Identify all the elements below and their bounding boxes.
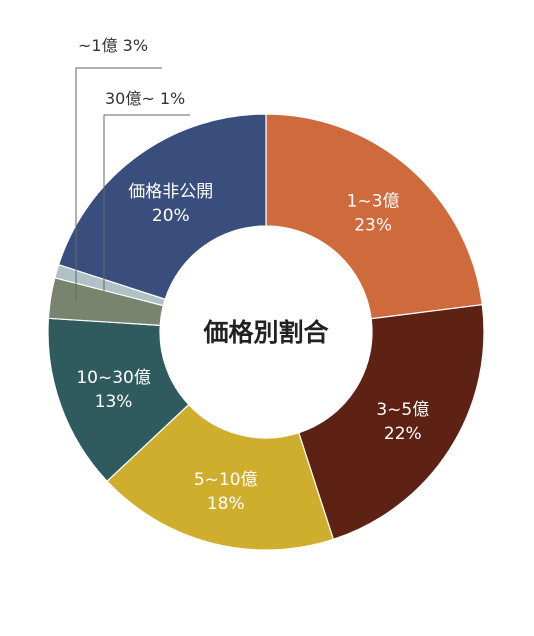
chart-title: 価格別割合	[202, 318, 329, 347]
pie-slice-x-6	[57, 113, 267, 300]
pie-slice-5-10-2	[106, 403, 335, 551]
slice-category-label-3: 10~30億	[76, 368, 151, 388]
slice-percent-label-0: 23%	[354, 215, 392, 235]
slice-category-label-0: 1~3億	[347, 191, 400, 211]
pie-slice-1-3-0	[265, 113, 483, 320]
callout-label-5: 30億~ 1%	[105, 89, 185, 108]
slice-category-label-2: 5~10億	[194, 470, 258, 490]
slice-percent-label-2: 18%	[207, 494, 245, 514]
slice-percent-label-3: 13%	[95, 392, 133, 412]
slice-percent-label-1: 22%	[384, 424, 422, 444]
slice-percent-label-6: 20%	[152, 206, 190, 226]
pie-slice-3-5-1	[298, 304, 485, 541]
callout-leader-line-4	[75, 67, 162, 300]
callout-leader-line-5	[103, 114, 190, 291]
callout-label-4: ~1億 3%	[78, 36, 148, 55]
slice-category-label-6: 価格非公開	[128, 182, 213, 202]
slice-category-label-1: 3~5億	[376, 400, 429, 420]
